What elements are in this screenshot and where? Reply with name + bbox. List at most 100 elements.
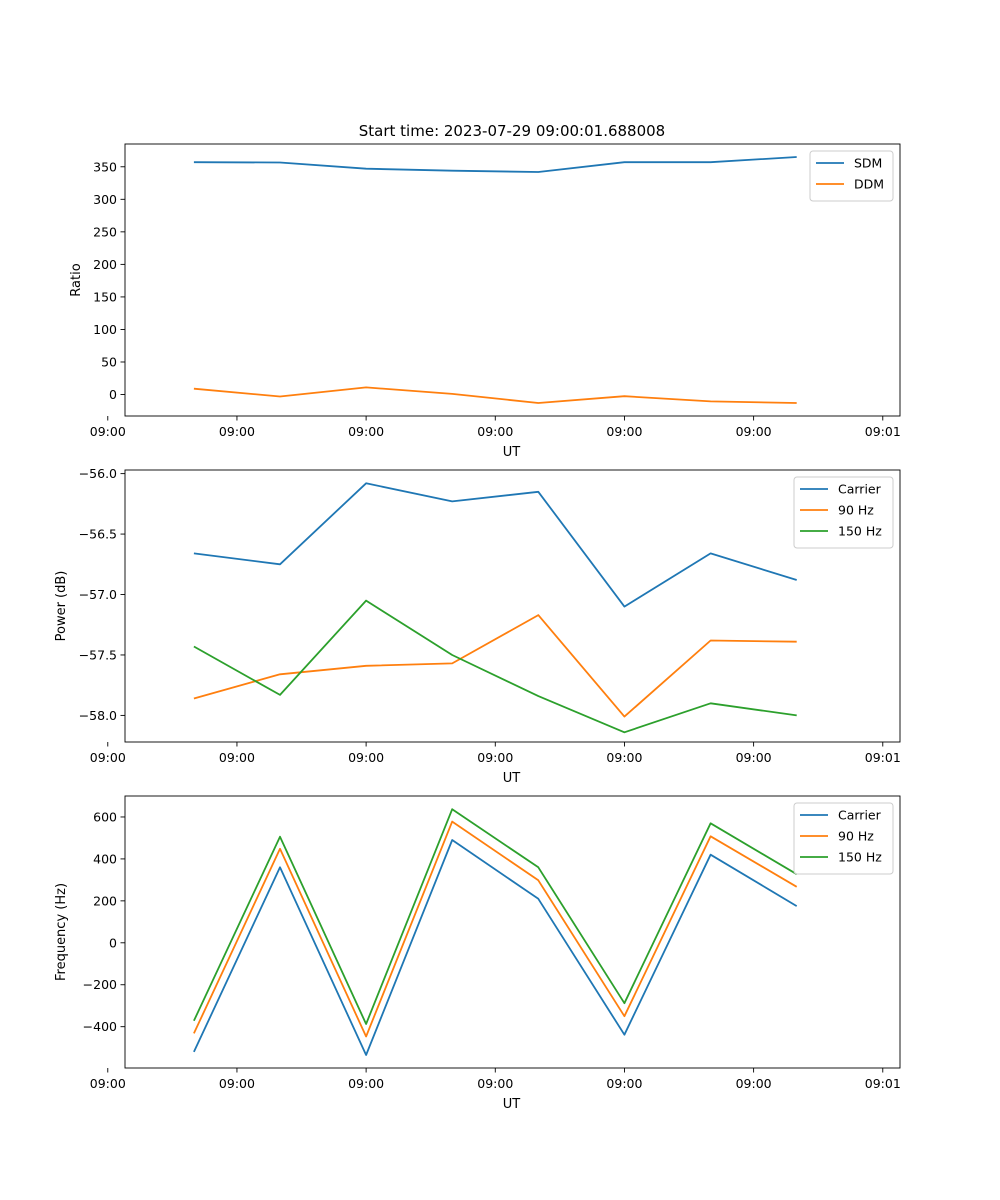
series-line-90-hz <box>193 614 797 718</box>
series-line-ddm <box>193 386 797 404</box>
data-point <box>537 898 539 900</box>
x-tick-label: 09:00 <box>606 424 642 439</box>
data-point <box>624 1002 626 1004</box>
data-point <box>796 715 798 717</box>
y-tick-label: 400 <box>93 851 117 866</box>
data-point <box>796 402 798 404</box>
data-point <box>451 663 453 665</box>
data-point <box>710 702 712 704</box>
data-point <box>710 822 712 824</box>
data-point <box>451 839 453 841</box>
data-point <box>796 641 798 643</box>
data-point <box>537 491 539 493</box>
data-point <box>193 553 195 555</box>
x-tick-label: 09:00 <box>90 750 126 765</box>
data-point <box>796 886 798 888</box>
data-point <box>624 395 626 397</box>
y-tick-label: 300 <box>93 192 117 207</box>
data-point <box>451 170 453 172</box>
data-point <box>624 161 626 163</box>
x-tick-label: 09:00 <box>219 1076 255 1091</box>
y-tick-label: 200 <box>93 257 117 272</box>
y-tick-label: 0 <box>109 387 117 402</box>
y-tick-label: −56.0 <box>79 466 117 481</box>
data-point <box>279 694 281 696</box>
series-line-150-hz <box>193 808 798 1025</box>
data-point <box>193 646 195 648</box>
x-tick-label: 09:01 <box>865 1076 901 1091</box>
series-line-carrier <box>193 839 798 1056</box>
data-point <box>365 600 367 602</box>
x-tick-label: 09:00 <box>736 750 772 765</box>
legend-label: 150 Hz <box>838 524 882 539</box>
figure-title: Start time: 2023-07-29 09:00:01.688008 <box>359 122 665 140</box>
data-point <box>193 1020 195 1022</box>
data-point <box>279 162 281 164</box>
x-tick-label: 09:00 <box>477 424 513 439</box>
y-tick-label: 200 <box>93 893 117 908</box>
data-point <box>279 673 281 675</box>
data-point <box>365 1023 367 1025</box>
y-tick-label: 600 <box>93 809 117 824</box>
data-point <box>796 905 798 907</box>
x-tick-label: 09:00 <box>219 750 255 765</box>
data-point <box>365 1036 367 1038</box>
data-point <box>365 168 367 170</box>
data-point <box>624 606 626 608</box>
data-point <box>193 388 195 390</box>
data-point <box>710 835 712 837</box>
y-tick-label: −58.0 <box>79 708 117 723</box>
data-point <box>710 400 712 402</box>
x-tick-label: 09:01 <box>865 750 901 765</box>
data-point <box>193 698 195 700</box>
x-axis-label: UT <box>503 445 521 460</box>
data-point <box>710 640 712 642</box>
data-point <box>796 579 798 581</box>
series-line-150-hz <box>193 599 797 734</box>
data-point <box>193 161 195 163</box>
x-tick-label: 09:00 <box>606 750 642 765</box>
x-tick-label: 09:00 <box>219 424 255 439</box>
data-point <box>624 1015 626 1017</box>
legend: Carrier 90 Hz 150 Hz <box>793 802 894 875</box>
data-point <box>451 808 453 810</box>
axes-frame <box>124 143 901 417</box>
axes-frame <box>124 469 901 743</box>
data-point <box>365 1054 367 1056</box>
data-point <box>710 553 712 555</box>
legend: Carrier 90 Hz 150 Hz <box>793 476 894 549</box>
y-tick-label: 100 <box>93 322 117 337</box>
data-point <box>365 386 367 388</box>
x-tick-label: 09:01 <box>865 424 901 439</box>
data-point <box>537 614 539 616</box>
x-tick-label: 09:00 <box>477 750 513 765</box>
data-point <box>279 563 281 565</box>
y-axis-label: Power (dB) <box>54 571 69 642</box>
x-tick-label: 09:00 <box>606 1076 642 1091</box>
series-line-90-hz <box>193 820 798 1038</box>
charts-container: 09:00 09:00 09:00 09:00 09:00 09:00 09:01 0 50 10… <box>54 143 901 1112</box>
y-tick-label: −56.5 <box>79 527 117 542</box>
x-tick-label: 09:00 <box>736 424 772 439</box>
y-axis-label: Frequency (Hz) <box>54 883 69 981</box>
x-tick-label: 09:00 <box>348 750 384 765</box>
legend: SDM DDM <box>809 150 894 202</box>
y-tick-label: −57.5 <box>79 647 117 662</box>
data-point <box>365 482 367 484</box>
data-point <box>537 695 539 697</box>
data-point <box>710 854 712 856</box>
y-tick-label: 50 <box>101 354 117 369</box>
data-point <box>451 654 453 656</box>
series-line-sdm <box>193 156 797 173</box>
x-axis-label: UT <box>503 771 521 786</box>
x-tick-label: 09:00 <box>477 1076 513 1091</box>
legend-label: SDM <box>854 156 882 171</box>
data-point <box>193 1051 195 1053</box>
legend-label: 90 Hz <box>838 503 874 518</box>
chart-ratio: 09:00 09:00 09:00 09:00 09:00 09:00 09:01 0 50 10… <box>69 143 901 460</box>
data-point <box>537 866 539 868</box>
y-tick-label: 0 <box>109 935 117 950</box>
data-point <box>624 1034 626 1036</box>
legend-label: Carrier <box>838 482 882 497</box>
